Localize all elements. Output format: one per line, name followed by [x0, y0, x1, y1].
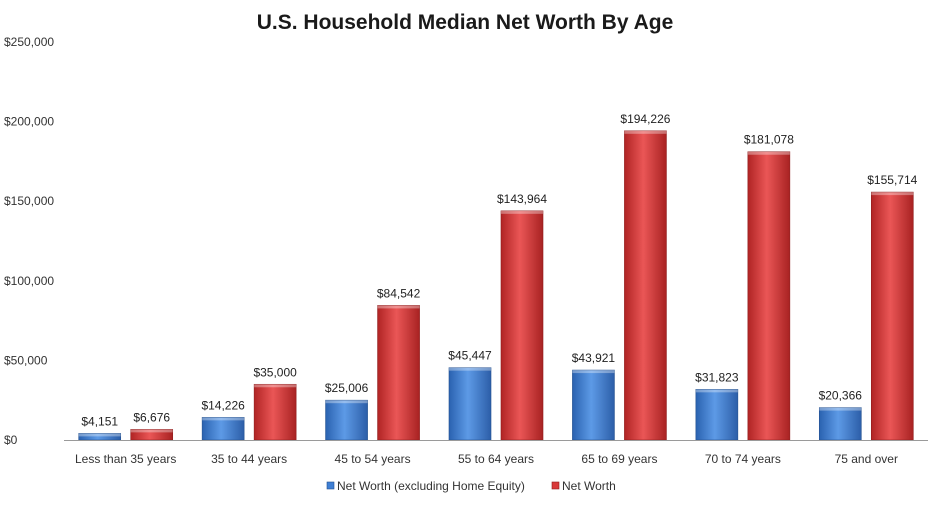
- bar-net-worth: [624, 130, 667, 441]
- data-label: $14,226: [201, 398, 245, 412]
- bar-net-worth: [747, 151, 791, 441]
- x-tick-label: 45 to 54 years: [335, 452, 411, 466]
- legend-label: Net Worth: [562, 479, 616, 493]
- data-label: $25,006: [325, 381, 369, 395]
- legend-swatch: [551, 481, 560, 490]
- y-tick-label: $50,000: [4, 353, 48, 367]
- x-tick-label: 75 and over: [835, 452, 898, 466]
- bar-top-highlight: [78, 433, 121, 437]
- data-label: $35,000: [253, 365, 297, 379]
- data-label: $4,151: [81, 414, 118, 428]
- x-tick-label: 65 to 69 years: [581, 452, 657, 466]
- bar-net-worth-excl-home-equity: [572, 369, 615, 441]
- data-label: $155,714: [867, 173, 917, 187]
- y-tick-label: $0: [4, 433, 18, 447]
- bar-net-worth-excl-home-equity: [201, 417, 245, 441]
- bar-top-highlight: [501, 210, 543, 214]
- y-tick-label: $150,000: [4, 194, 54, 208]
- data-label: $84,542: [377, 286, 421, 300]
- bar-top-highlight: [130, 429, 173, 433]
- bar-net-worth: [870, 191, 914, 441]
- bar-top-highlight: [819, 407, 862, 411]
- y-tick-label: $250,000: [4, 35, 54, 49]
- bar-net-worth-excl-home-equity: [695, 389, 739, 441]
- legend-swatch: [326, 481, 335, 490]
- data-label: $31,823: [695, 370, 739, 384]
- bar-top-highlight: [747, 151, 790, 155]
- bar-top-highlight: [202, 417, 245, 421]
- x-tick-label: 55 to 64 years: [458, 452, 534, 466]
- bar-top-highlight: [695, 389, 738, 393]
- data-label: $143,964: [497, 192, 547, 206]
- data-label: $45,447: [448, 349, 492, 363]
- x-tick-label: 70 to 74 years: [705, 452, 781, 466]
- y-tick-label: $200,000: [4, 115, 54, 129]
- bar-net-worth-excl-home-equity: [818, 407, 862, 441]
- bar-top-highlight: [325, 400, 368, 404]
- data-label: $43,921: [572, 351, 616, 365]
- data-label: $6,676: [133, 410, 170, 424]
- data-label: $181,078: [744, 133, 794, 147]
- bar-top-highlight: [254, 384, 297, 388]
- y-axis: $0 $50,000 $100,000 $150,000 $200,000 $250,00…: [4, 35, 54, 447]
- bar-top-highlight: [377, 305, 420, 309]
- bar-top-highlight: [449, 367, 491, 371]
- data-label: $194,226: [620, 112, 670, 126]
- x-tick-label: 35 to 44 years: [211, 452, 287, 466]
- bar-net-worth-excl-home-equity: [325, 399, 368, 441]
- bar-net-worth-excl-home-equity: [448, 367, 492, 441]
- legend-label: Net Worth (excluding Home Equity): [337, 479, 525, 493]
- bar-top-highlight: [572, 370, 615, 374]
- bar-net-worth: [253, 383, 297, 441]
- bar-top-highlight: [624, 130, 667, 134]
- data-label: $20,366: [819, 389, 863, 403]
- chart-title: U.S. Household Median Net Worth By Age: [257, 11, 674, 34]
- y-tick-label: $100,000: [4, 274, 54, 288]
- x-axis: Less than 35 years 35 to 44 years 45 to 54…: [64, 440, 928, 466]
- bar-net-worth: [500, 210, 544, 441]
- bar-top-highlight: [871, 192, 914, 196]
- x-tick-label: Less than 35 years: [75, 452, 176, 466]
- bar-net-worth: [377, 305, 420, 441]
- bars-group: $4,151 $6,676 $14,226 $35,000 $25,006 $84,542…: [78, 112, 918, 441]
- legend: Net Worth (excluding Home Equity) Net Wor…: [326, 479, 616, 493]
